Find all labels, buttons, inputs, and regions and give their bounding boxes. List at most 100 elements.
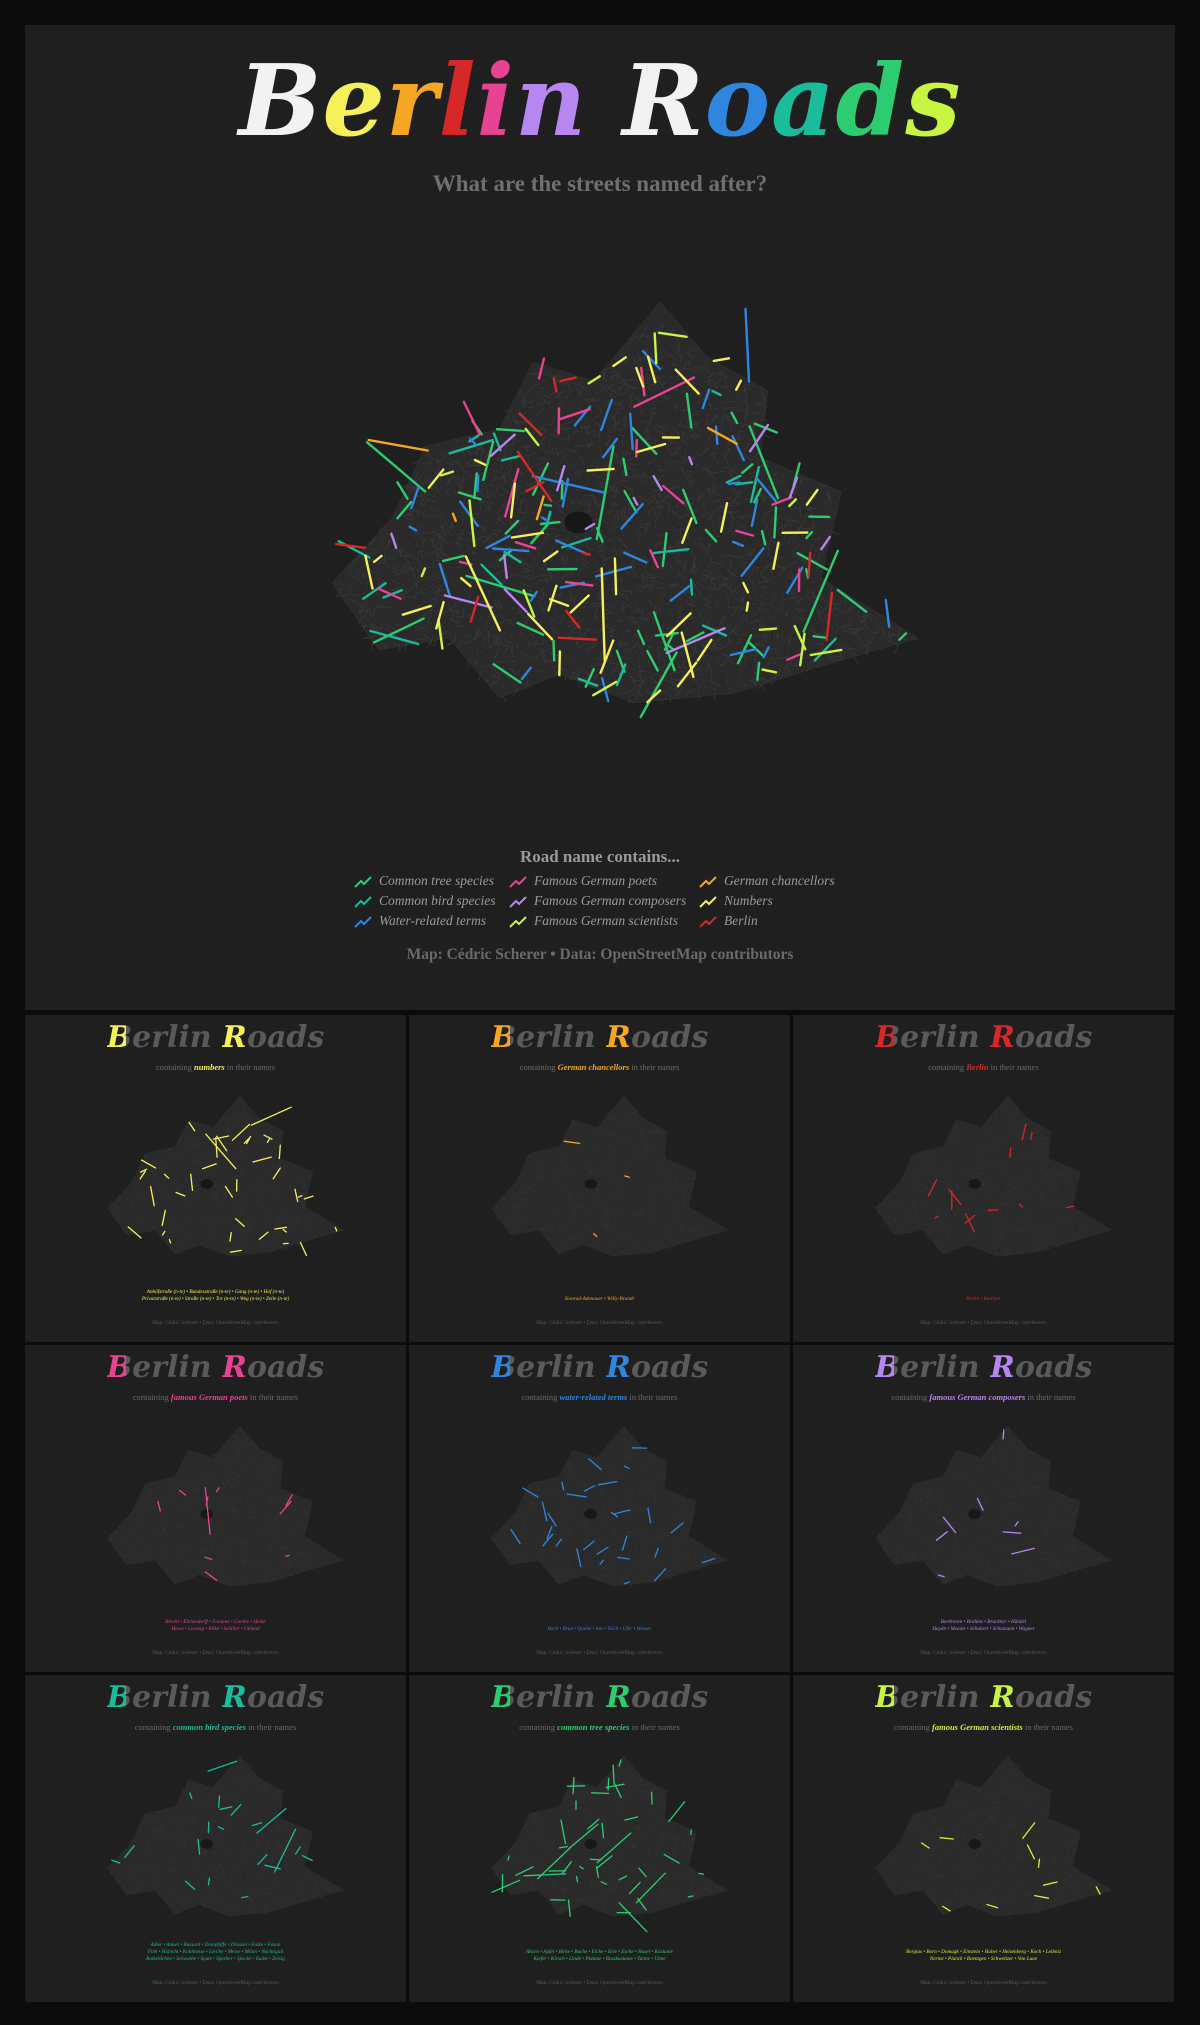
highlighted-road — [462, 400, 481, 436]
panel-title: Berlin Roads — [25, 1023, 406, 1053]
highlighted-road — [618, 1759, 622, 1767]
highlighted-road — [942, 1516, 957, 1534]
highlighted-road — [685, 631, 705, 643]
main-caption: Map: Cédric Scherer • Data: OpenStreetMa… — [406, 946, 794, 963]
highlighted-road — [485, 534, 511, 550]
subtitle-term: famous German composers — [929, 1392, 1026, 1402]
highlighted-road — [547, 1512, 557, 1527]
highlighted-road — [489, 433, 516, 458]
highlighted-road — [524, 427, 540, 447]
subtitle-suffix: in their names — [990, 1062, 1039, 1072]
small-map-panel: Berlin Roads containing famous German com… — [793, 1345, 1174, 1672]
highlighted-road — [365, 441, 427, 493]
highlighted-road — [600, 567, 606, 662]
highlighted-road — [468, 499, 476, 548]
subtitle-prefix: containing — [519, 1062, 556, 1072]
panel-title-word2: Roads — [222, 1350, 325, 1385]
highlighted-road — [480, 563, 503, 586]
highlighted-road — [584, 522, 596, 531]
title-letter: R — [622, 44, 705, 159]
highlighted-road — [623, 551, 648, 564]
title-letter: o — [704, 44, 772, 159]
highlighted-road — [168, 1238, 172, 1244]
panel-title: Berlin Roads — [25, 1683, 406, 1713]
panel-subtitle: containing common tree species in their … — [409, 1722, 790, 1732]
highlighted-road — [635, 442, 667, 454]
name-list-line: Kiefer • Kirsch • Linde • Platane • Ross… — [533, 1956, 666, 1962]
highlighted-road — [204, 1571, 218, 1581]
highlighted-road — [618, 1902, 648, 1933]
street-network — [491, 1755, 729, 1917]
highlighted-road — [657, 331, 688, 338]
panel-title: Berlin Roads — [793, 1353, 1174, 1383]
highlighted-road — [552, 639, 556, 662]
highlighted-road — [637, 1897, 647, 1911]
legend-key-icon — [509, 876, 527, 888]
highlighted-road — [741, 463, 754, 475]
highlighted-road — [646, 649, 659, 672]
highlighted-road — [624, 1175, 630, 1178]
highlighted-road — [587, 375, 601, 385]
highlighted-road — [564, 580, 594, 587]
subtitle-term: Berlin — [966, 1062, 989, 1072]
highlighted-road — [274, 1226, 288, 1230]
panel-subtitle: containing famous German composers in th… — [793, 1392, 1174, 1402]
name-list-line: Privatstraße (n-te) • Straße (n-te) • To… — [141, 1296, 290, 1302]
highlighted-road — [224, 1185, 234, 1198]
highlighted-road — [701, 624, 728, 637]
highlighted-road — [653, 332, 658, 365]
highlighted-road — [556, 465, 566, 492]
highlighted-road — [749, 465, 760, 503]
highlighted-road — [558, 1845, 568, 1849]
name-list: Konrad-Adenauer • Willy-Brandt — [409, 1296, 790, 1303]
highlighted-road — [367, 438, 429, 452]
highlighted-road — [727, 481, 741, 486]
highlighted-road — [1011, 1547, 1035, 1555]
highlighted-road — [786, 652, 803, 661]
highlighted-road — [596, 1832, 632, 1864]
highlighted-road — [285, 1554, 290, 1558]
highlighted-road — [579, 1865, 584, 1870]
highlighted-road — [294, 1846, 301, 1855]
small-road-map — [107, 1425, 345, 1587]
highlighted-road — [1018, 1203, 1024, 1208]
highlighted-road — [729, 647, 758, 657]
highlighted-road — [529, 590, 538, 602]
highlighted-road — [459, 500, 479, 528]
highlighted-road — [563, 1140, 581, 1145]
subtitle-term: common bird species — [172, 1722, 246, 1732]
subtitle-suffix: in their names — [1027, 1392, 1076, 1402]
highlighted-road — [1002, 1531, 1022, 1534]
title-letter: d — [835, 44, 906, 159]
legend-label: Numbers — [724, 893, 773, 908]
small-road-map — [490, 1425, 729, 1588]
highlighted-road — [448, 438, 494, 455]
highlighted-road — [190, 1173, 194, 1191]
name-list-line: Hesse • Lessing • Rilke • Schiller • Uhl… — [171, 1626, 260, 1632]
subtitle-term: famous German poets — [170, 1392, 248, 1402]
highlighted-road — [898, 632, 908, 641]
highlighted-road — [546, 1525, 553, 1540]
panel-title-word1: Berlin — [874, 1680, 980, 1715]
highlighted-road — [948, 1189, 962, 1205]
highlighted-road — [628, 1881, 641, 1895]
highlighted-road — [725, 474, 742, 484]
panel-subtitle: containing German chancellors in their n… — [409, 1062, 790, 1072]
highlighted-road — [762, 646, 770, 659]
subtitle-suffix: in their names — [248, 1722, 297, 1732]
highlighted-road — [258, 1231, 269, 1240]
panel-title-word2: Roads — [606, 1020, 709, 1055]
panel-subtitle: containing Berlin in their names — [793, 1062, 1174, 1072]
subtitle-suffix: in their names — [226, 1062, 275, 1072]
highlighted-road — [568, 1823, 599, 1850]
highlighted-road — [773, 506, 778, 539]
highlighted-road — [812, 635, 827, 639]
panel-caption: Map: Cédric Scherer • Data: OpenStreetMa… — [536, 1320, 663, 1326]
highlighted-road — [689, 578, 694, 596]
small-map-panel: Berlin Roads containing common bird speci… — [25, 1675, 406, 2002]
subtitle-prefix: containing — [132, 1392, 169, 1402]
highlighted-road — [744, 307, 751, 383]
highlighted-road — [175, 1191, 186, 1197]
legend-key-icon — [699, 916, 717, 928]
highlighted-road — [257, 1854, 268, 1865]
